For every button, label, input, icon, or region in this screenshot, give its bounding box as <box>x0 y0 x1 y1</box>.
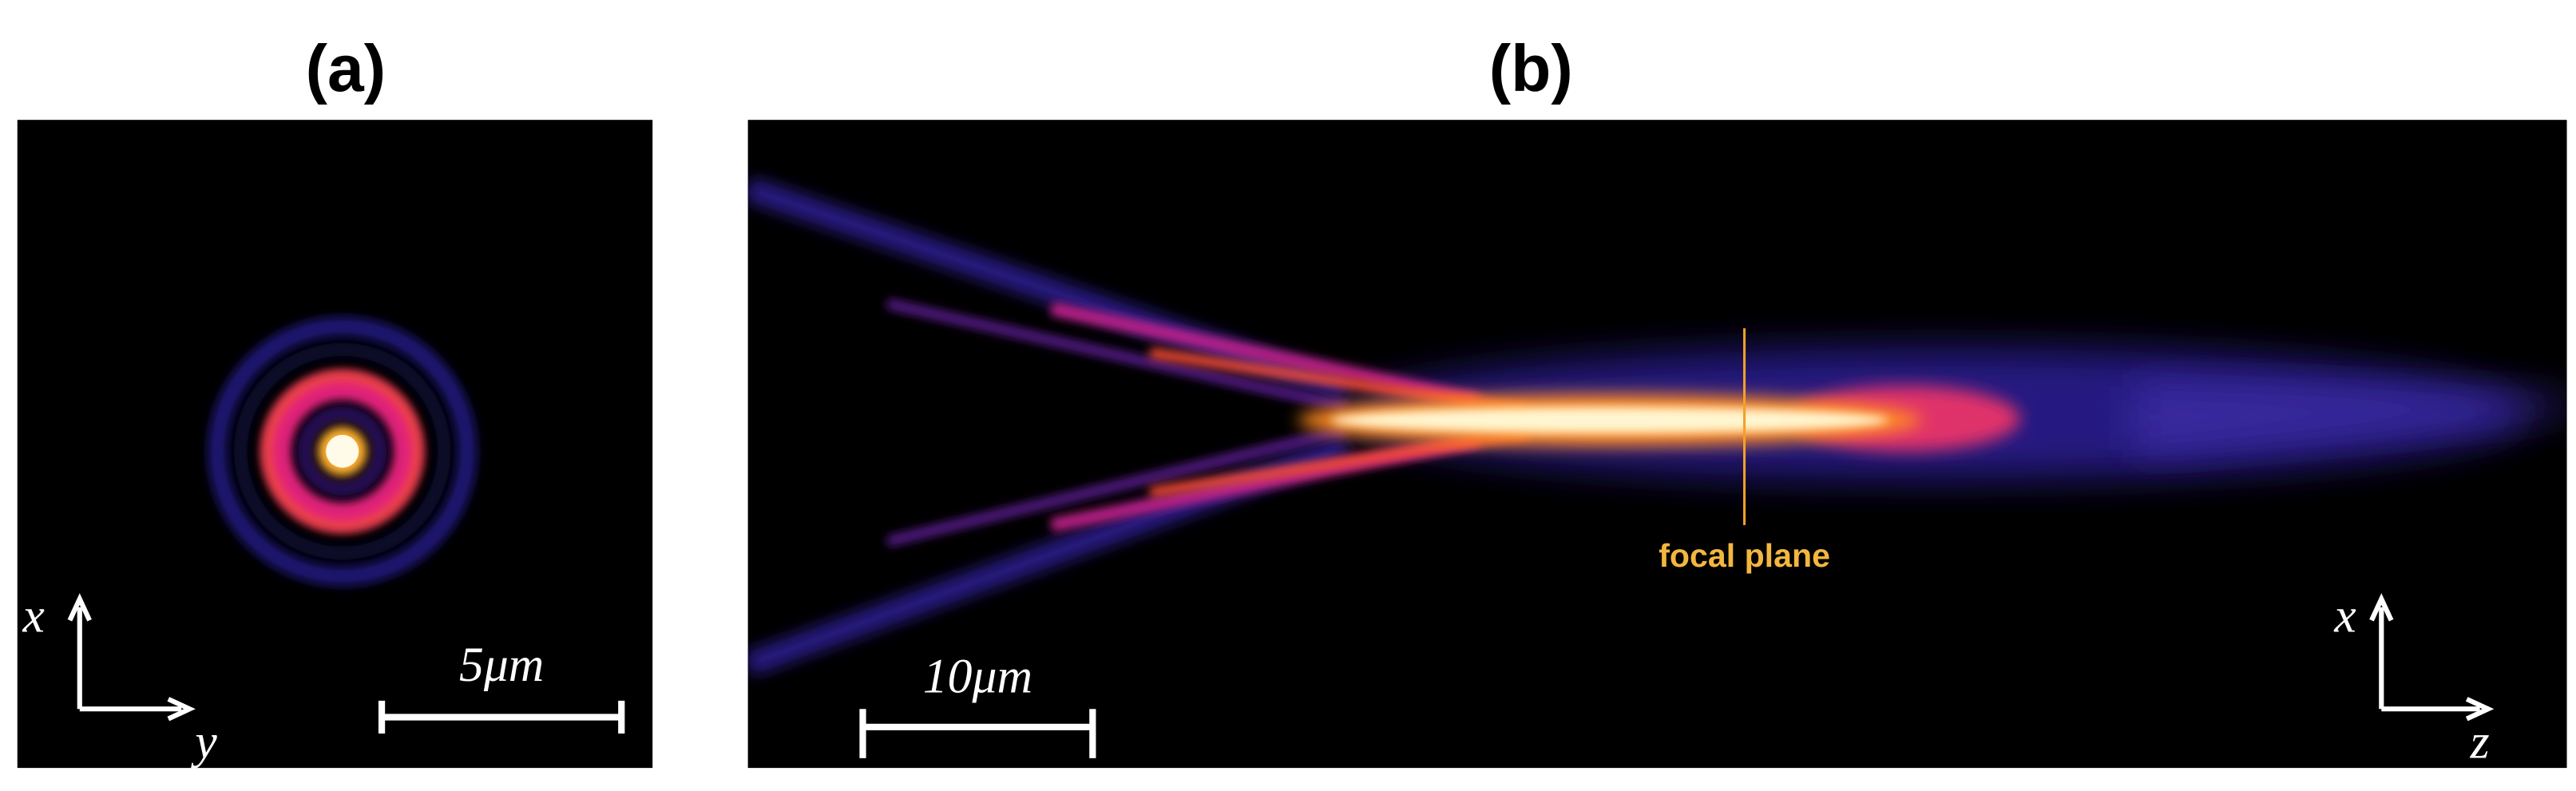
axis-label: x <box>22 588 45 643</box>
axes-arrows <box>67 593 196 722</box>
panel-label: (b) <box>1489 33 1573 105</box>
axis-label: z <box>2470 715 2490 769</box>
axes-arrows <box>2369 593 2495 722</box>
scale-bar-label: 5μm <box>459 638 544 692</box>
panel-b-image <box>747 120 2567 769</box>
annotation: focal plane <box>1659 537 1830 574</box>
scale-bar <box>378 700 625 734</box>
axis-label: y <box>190 715 217 769</box>
scale-bar-label: 10μm <box>923 649 1032 703</box>
scale-bar <box>859 709 1096 758</box>
panel-label: (a) <box>306 33 386 105</box>
axis-label: x <box>2333 588 2356 643</box>
panel-a-image <box>17 120 653 769</box>
